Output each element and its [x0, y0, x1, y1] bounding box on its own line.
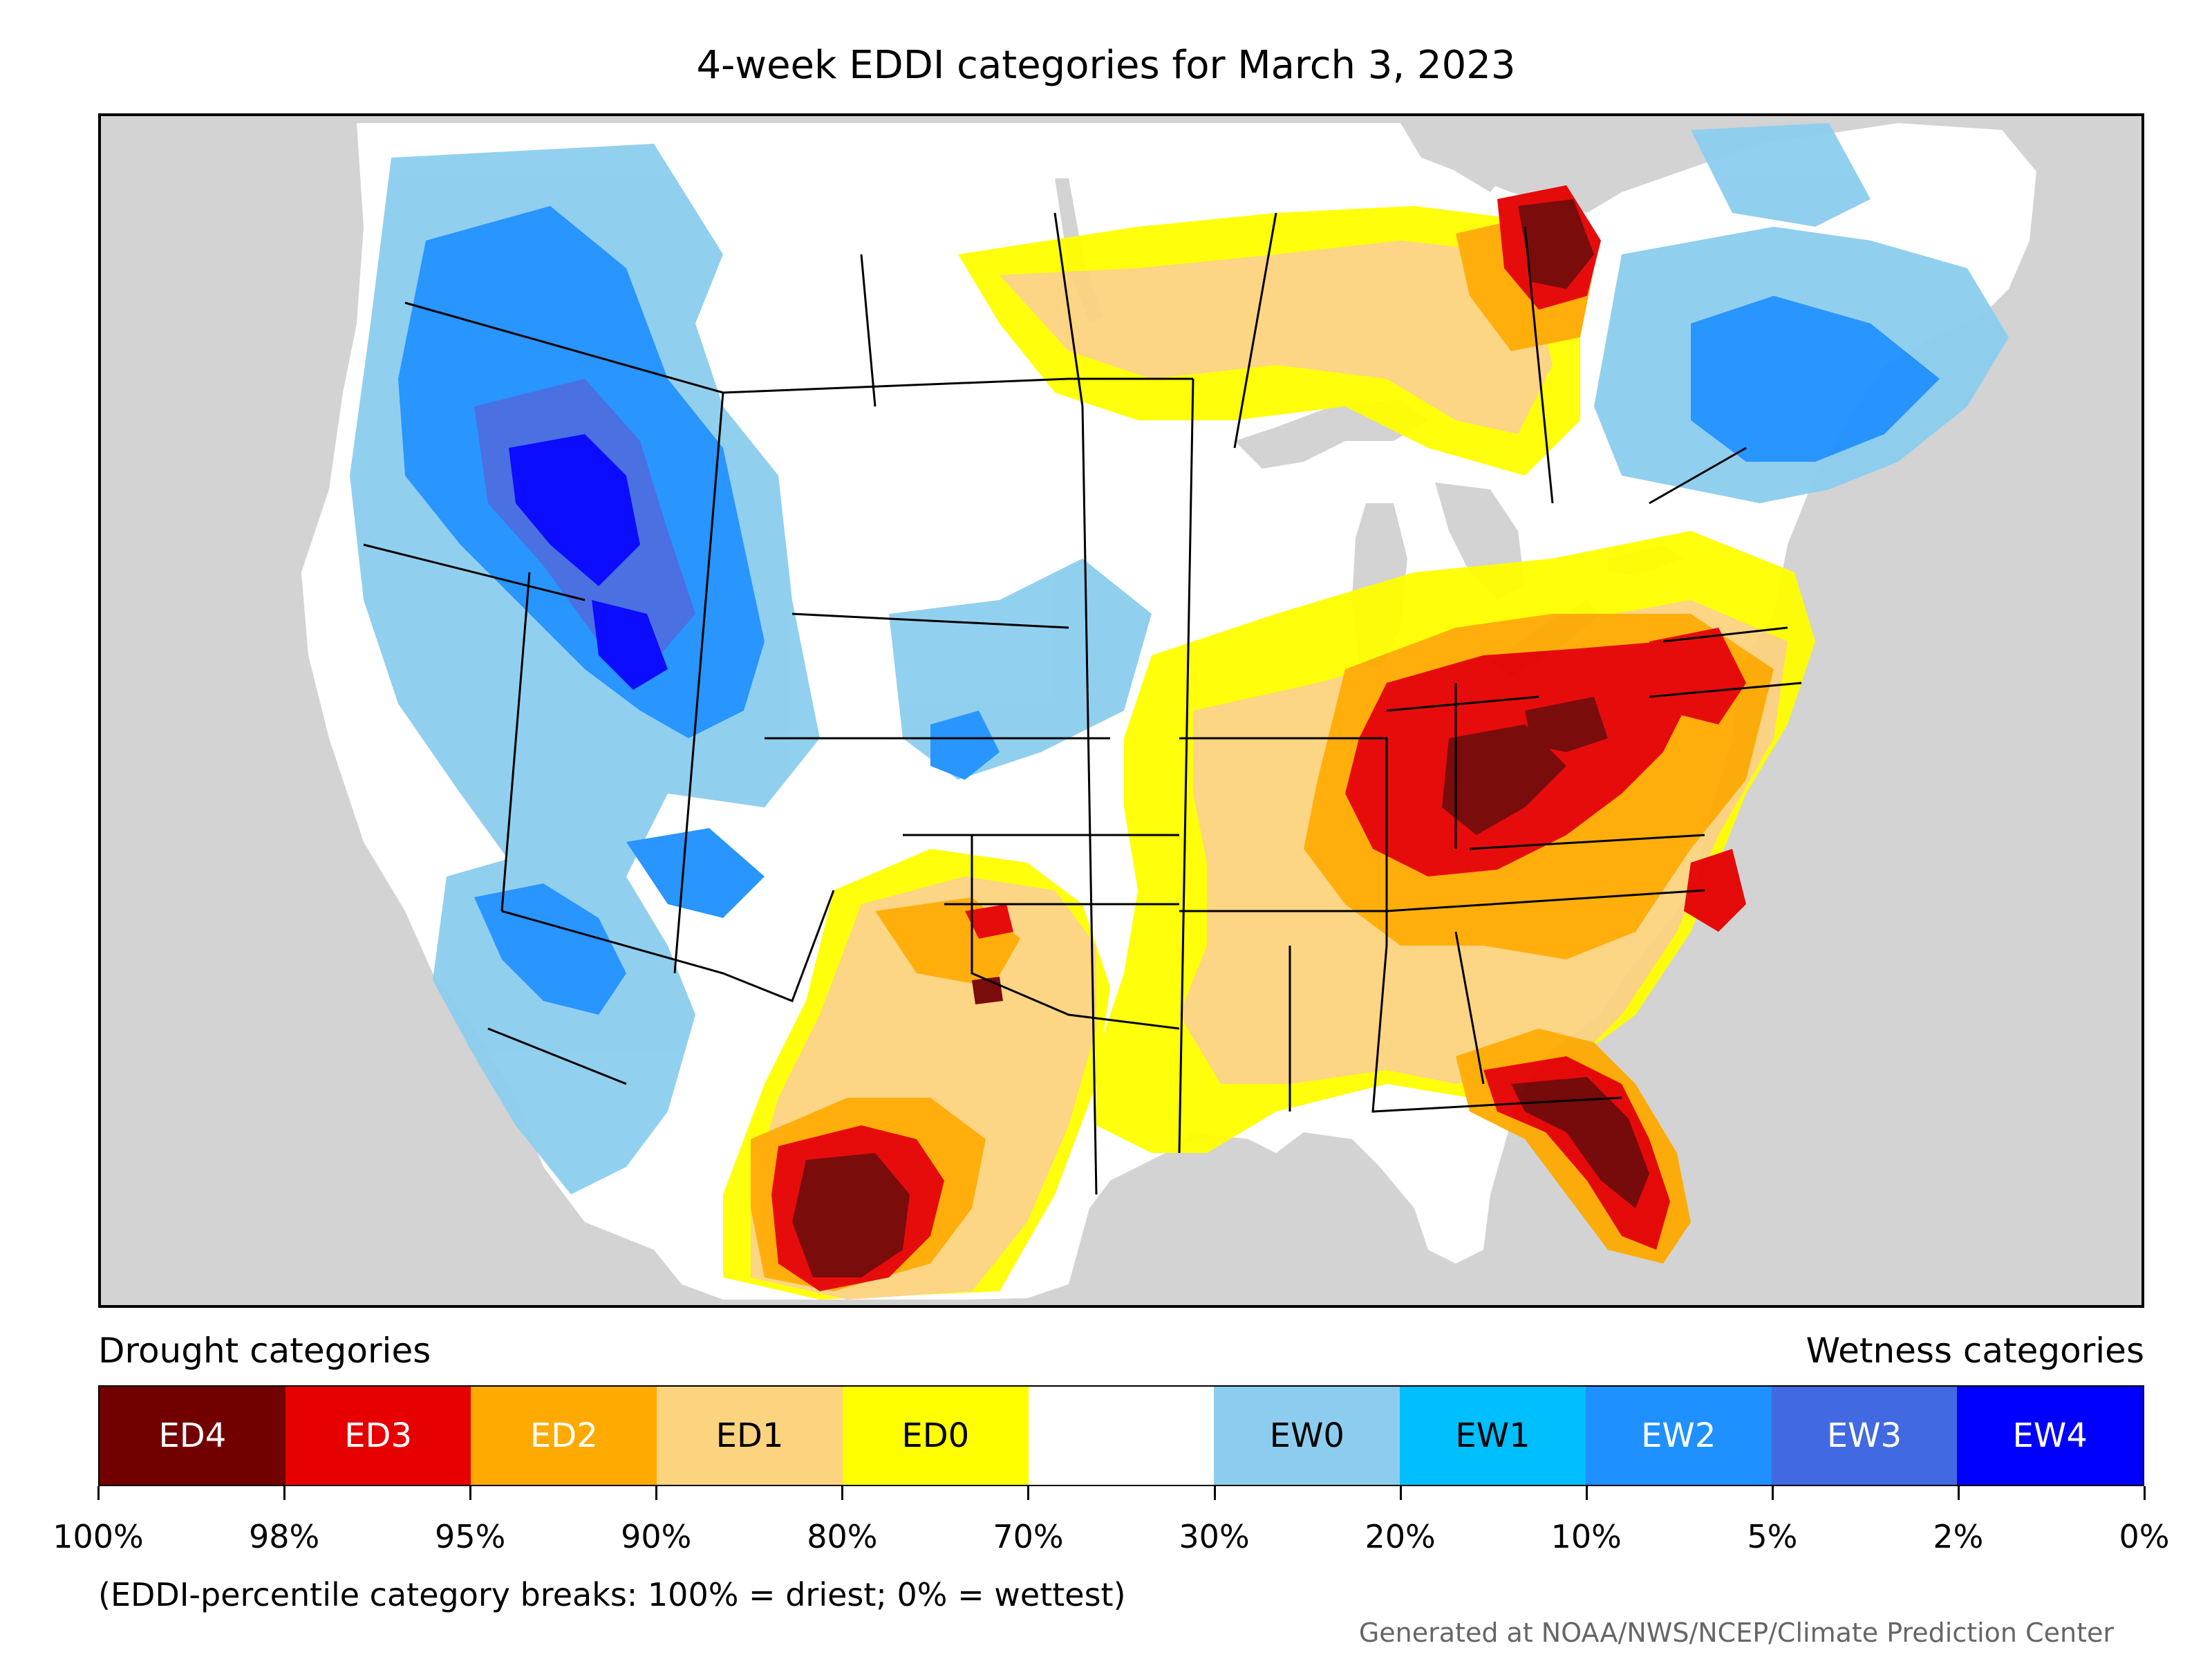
colorbar-segment: EW0: [1214, 1387, 1400, 1485]
hudson-bay-inlet: [1442, 123, 1518, 192]
credit-text: Generated at NOAA/NWS/NCEP/Climate Predi…: [1358, 1618, 2114, 1648]
colorbar-segment: EW4: [1957, 1387, 2144, 1485]
colorbar-tick: [655, 1486, 658, 1500]
colorbar-segment: ED4: [100, 1387, 285, 1485]
colorbar-segment: EW1: [1400, 1387, 1586, 1485]
colorbar-tick-label: 70%: [993, 1518, 1064, 1555]
eddi-map: [98, 113, 2144, 1308]
colorbar-segment: ED3: [285, 1387, 471, 1485]
colorbar-tick-label: 30%: [1179, 1518, 1250, 1555]
colorbar-tick-label: 100%: [53, 1518, 144, 1555]
colorbar-tick-label: 10%: [1550, 1518, 1622, 1555]
colorbar-tick: [1585, 1486, 1588, 1500]
colorbar-tick-label: 95%: [435, 1518, 506, 1555]
colorbar-tick: [1771, 1486, 1774, 1500]
colorbar-segment: EW3: [1771, 1387, 1958, 1485]
colorbar-tick: [1957, 1486, 1960, 1500]
colorbar-tick: [1399, 1486, 1402, 1500]
drought-categories-heading: Drought categories: [98, 1331, 431, 1371]
wetness-categories-heading: Wetness categories: [1806, 1331, 2144, 1371]
colorbar-tick-label: 98%: [248, 1518, 320, 1555]
state-boundaries: [363, 212, 1802, 1195]
map-title: 4-week EDDI categories for March 3, 2023: [696, 43, 1516, 88]
colorbar-ticks: [97, 1486, 2146, 1528]
eddi-shading: [350, 123, 2009, 1300]
colorbar-tick: [97, 1486, 100, 1500]
colorbar-segment: EW2: [1585, 1387, 1772, 1485]
colorbar-tick: [1027, 1486, 1030, 1500]
category-note: (EDDI-percentile category breaks: 100% =…: [98, 1576, 1126, 1613]
colorbar-segment: ED0: [842, 1387, 1029, 1485]
colorbar-tick: [469, 1486, 472, 1500]
colorbar-tick: [841, 1486, 844, 1500]
colorbar-tick-label: 2%: [1933, 1518, 1984, 1555]
colorbar-segment: ED2: [471, 1387, 657, 1485]
colorbar-tick: [1213, 1486, 1216, 1500]
colorbar-segment: [1028, 1387, 1215, 1485]
colorbar-tick: [2144, 1486, 2146, 1500]
colorbar-tick-label: 90%: [621, 1518, 692, 1555]
colorbar-tick-label: 80%: [807, 1518, 878, 1555]
eddi-map-canvas: [301, 123, 2036, 1300]
category-colorbar: ED4 ED3 ED2 ED1 ED0 EW0 EW1 EW2 EW3 EW4: [98, 1385, 2144, 1486]
colorbar-tick-label: 20%: [1365, 1518, 1436, 1555]
colorbar-segment: ED1: [657, 1387, 843, 1485]
colorbar-tick-label: 0%: [2119, 1518, 2170, 1555]
colorbar-tick: [283, 1486, 286, 1500]
colorbar-tick-label: 5%: [1747, 1518, 1798, 1555]
